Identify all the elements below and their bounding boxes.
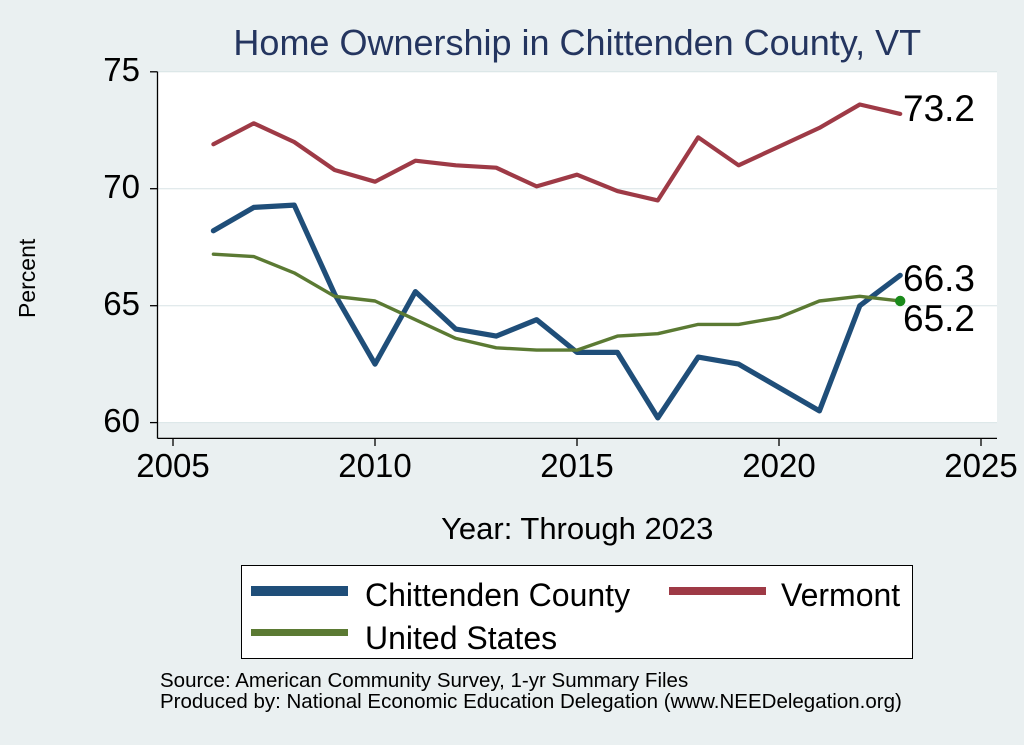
svg-text:60: 60 xyxy=(103,402,140,439)
svg-text:65: 65 xyxy=(103,285,140,322)
svg-text:2010: 2010 xyxy=(338,447,411,484)
svg-text:2025: 2025 xyxy=(944,447,1017,484)
svg-text:75: 75 xyxy=(103,51,140,88)
svg-text:2005: 2005 xyxy=(136,447,209,484)
svg-text:70: 70 xyxy=(103,168,140,205)
svg-text:2015: 2015 xyxy=(540,447,613,484)
svg-text:2020: 2020 xyxy=(742,447,815,484)
